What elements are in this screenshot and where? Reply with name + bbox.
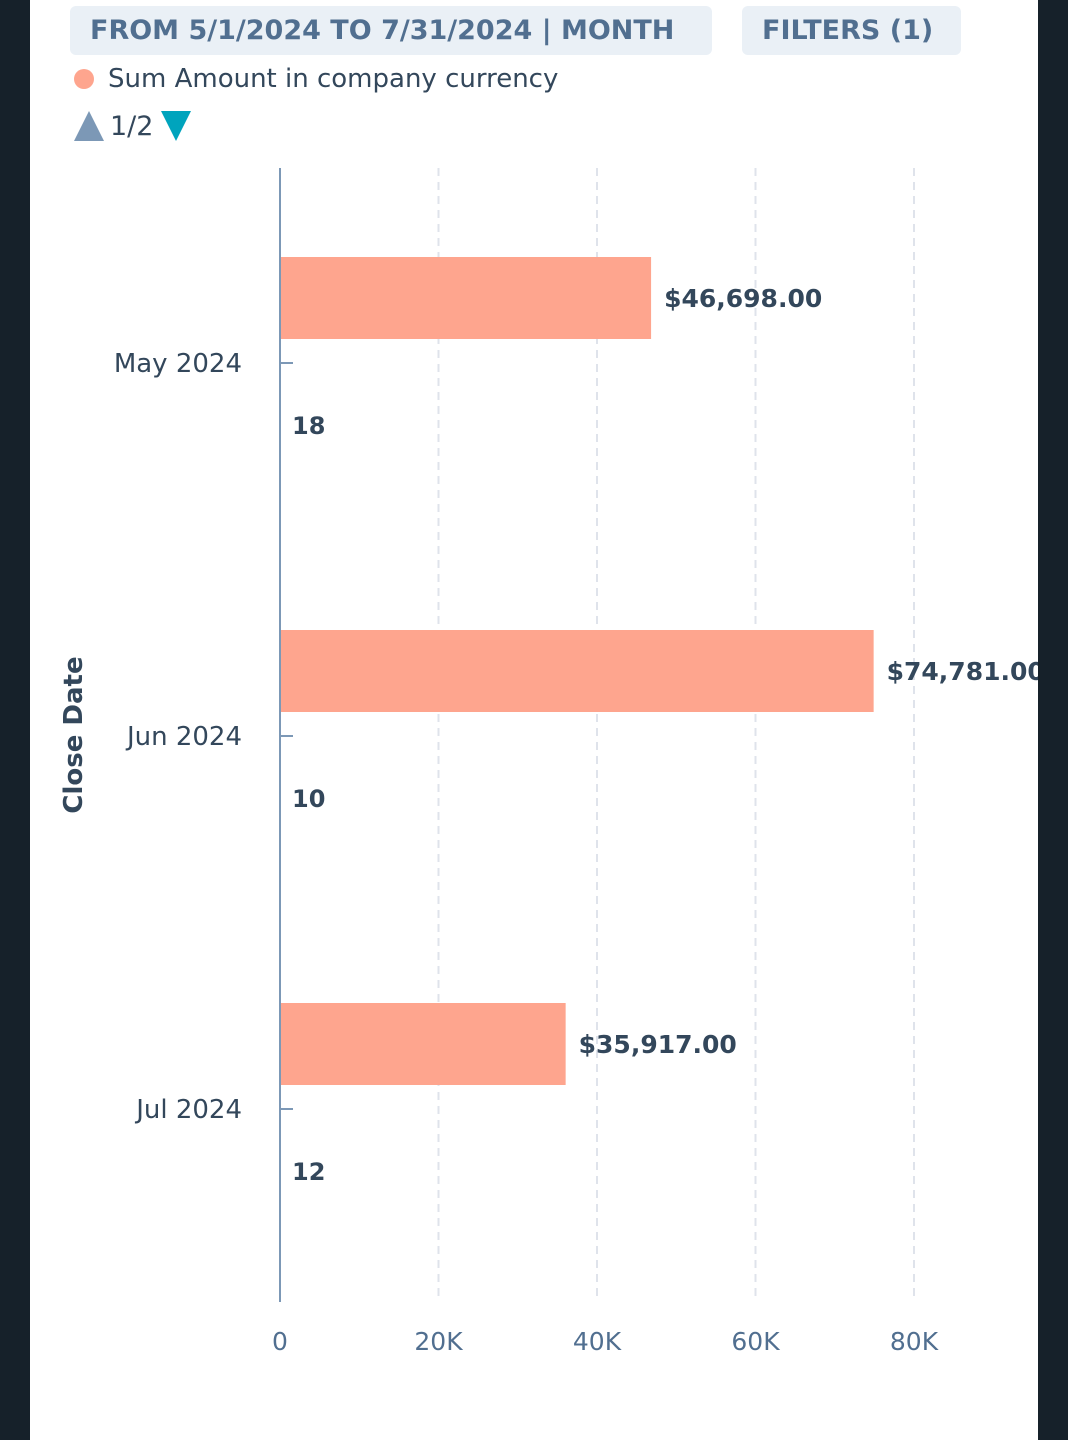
count-label: 10 <box>292 785 325 813</box>
legend-dot-icon <box>74 69 94 89</box>
y-tick-label: Jul 2024 <box>134 1095 242 1125</box>
bar <box>281 1003 566 1085</box>
pager-label: 1/2 <box>110 110 154 142</box>
x-tick-label: 40K <box>573 1327 622 1356</box>
x-tick-label: 20K <box>414 1327 463 1356</box>
x-tick-label: 80K <box>890 1327 939 1356</box>
triangle-up-icon[interactable] <box>74 111 104 141</box>
bar <box>281 257 652 339</box>
count-label: 18 <box>292 412 325 440</box>
y-axis-title: Close Date <box>59 656 89 813</box>
legend-pager: 1/2 <box>74 106 192 146</box>
date-range-filter-button[interactable]: FROM 5/1/2024 TO 7/31/2024 | MONTH <box>70 6 712 55</box>
bar-chart: 0 20K 40K 60K 80K $46,698.00 May 2024 18 $74,781… <box>59 168 1038 1356</box>
chart-legend: Sum Amount in company currency <box>74 60 558 98</box>
data-label: $46,698.00 <box>664 284 822 313</box>
y-tick-label: Jun 2024 <box>125 722 242 752</box>
count-label: 12 <box>292 1158 325 1186</box>
filters-button[interactable]: FILTERS (1) <box>742 6 961 55</box>
report-panel: FROM 5/1/2024 TO 7/31/2024 | MONTH FILTE… <box>30 0 1038 1440</box>
legend-series-label: Sum Amount in company currency <box>108 64 559 94</box>
triangle-down-icon[interactable] <box>161 111 192 141</box>
y-tick-label: May 2024 <box>114 349 242 379</box>
x-tick-label: 0 <box>272 1327 288 1356</box>
data-label: $35,917.00 <box>579 1030 737 1059</box>
data-label: $74,781.00 <box>887 657 1038 686</box>
bar <box>281 630 874 712</box>
x-tick-label: 60K <box>731 1327 780 1356</box>
